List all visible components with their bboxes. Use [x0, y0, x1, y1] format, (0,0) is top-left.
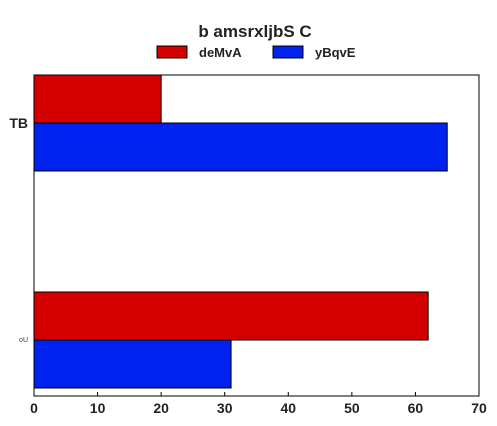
bar-deMvA-oU: [33, 291, 429, 341]
chart-title: b amsrxljbS C: [198, 22, 311, 41]
legend-swatch-1: [272, 45, 304, 59]
bar-yBqvE-TB: [33, 122, 448, 172]
bar-deMvA-TB: [33, 74, 162, 124]
legend-label-1: yBqvE: [315, 45, 356, 60]
x-tick-label: 30: [217, 400, 233, 416]
category-label-0: TB: [9, 115, 28, 131]
legend-label-0: deMvA: [199, 45, 242, 60]
legend-swatch-0: [156, 45, 188, 59]
x-tick-label: 50: [344, 400, 360, 416]
x-tick-label: 70: [471, 400, 487, 416]
x-tick-label: 20: [153, 400, 169, 416]
bars-group: [33, 74, 448, 389]
category-label-1: oU: [19, 337, 28, 344]
plot-frame: [33, 74, 480, 397]
x-tick-label: 40: [280, 400, 296, 416]
x-axis-ticks: 0 10 20 30 40 50 60 70: [30, 392, 487, 416]
bar-yBqvE-oU: [33, 339, 232, 389]
x-tick-label: 10: [90, 400, 106, 416]
legend: deMvA yBqvE: [156, 45, 356, 60]
x-tick-label: 0: [30, 400, 38, 416]
x-tick-label: 60: [408, 400, 424, 416]
